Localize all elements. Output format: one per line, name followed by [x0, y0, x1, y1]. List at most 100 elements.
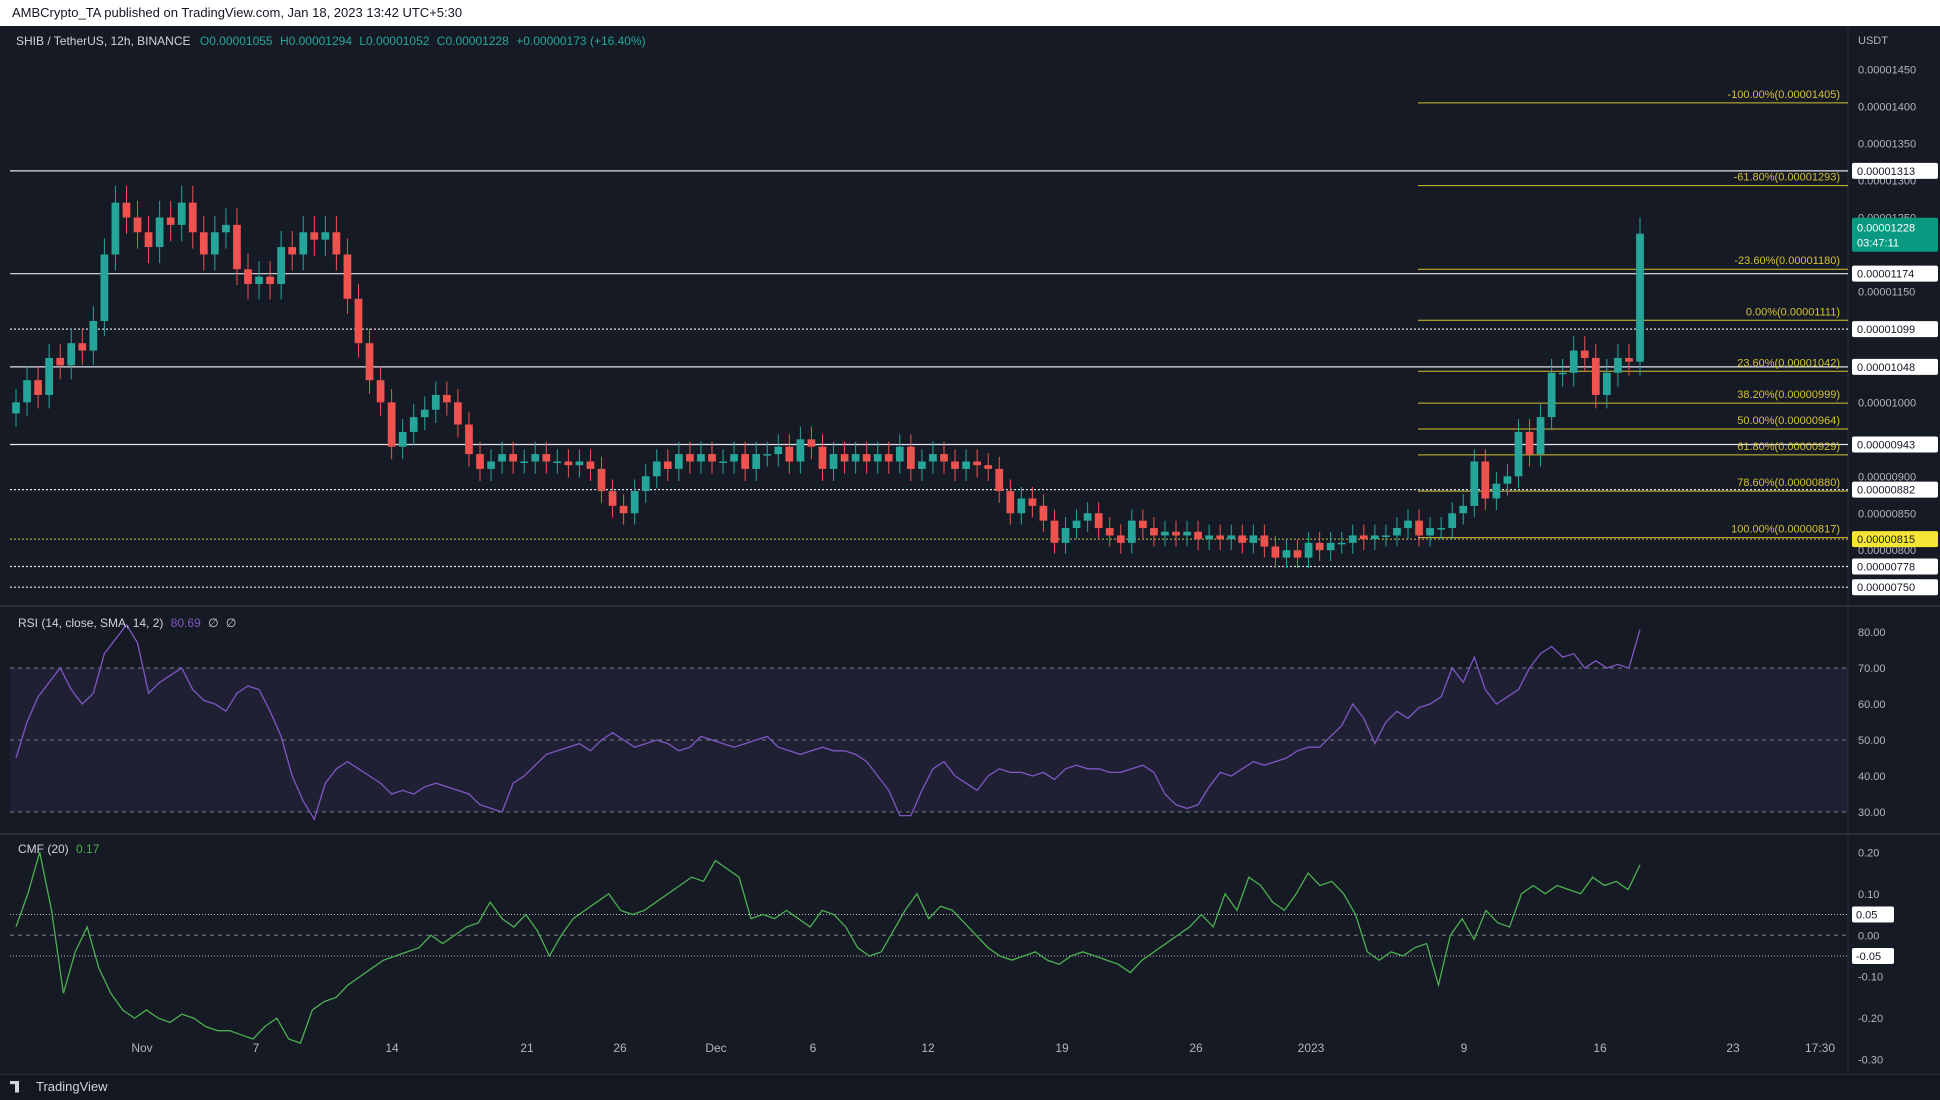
candle-body [951, 461, 959, 469]
level-tag [1852, 481, 1938, 498]
candle [608, 479, 617, 518]
candle-body [1205, 535, 1214, 540]
candle [818, 434, 827, 482]
x-tick-label: 21 [520, 1041, 534, 1055]
candle [155, 200, 164, 264]
candle-body [1326, 542, 1335, 551]
price-axis: USDT 0.00001450 0.00001400 0.00001350 0.0000… [1852, 35, 1938, 1067]
candle [652, 449, 661, 489]
candle-body [752, 454, 761, 469]
candle [796, 426, 805, 474]
candle [1028, 486, 1037, 518]
chart-canvas[interactable]: -100.00%(0.00001405) -61.80%(0.00001293) -… [0, 26, 1940, 1074]
candle-body [1459, 505, 1468, 514]
candle-body [409, 417, 418, 432]
candle [1006, 479, 1015, 525]
chart-panel[interactable]: -100.00%(0.00001405) -61.80%(0.00001293) -… [0, 26, 1940, 1074]
candle-body [166, 217, 175, 225]
rsi-tick-label: 80.00 [1858, 627, 1886, 639]
candle [409, 404, 418, 445]
candle [266, 261, 274, 300]
x-tick-label: 16 [1593, 1041, 1607, 1055]
tradingview-logo[interactable]: TradingView [10, 1079, 108, 1094]
candle [1569, 336, 1578, 387]
candle-body [1061, 528, 1070, 543]
candle-body [531, 454, 540, 462]
candle-body [1282, 550, 1291, 558]
level-tag [1852, 436, 1938, 453]
candle-body [708, 454, 716, 462]
y-tick-label: 0.00001150 [1858, 286, 1915, 298]
candle [1348, 524, 1357, 554]
candle-body [1591, 357, 1600, 395]
candle [1183, 520, 1191, 547]
rsi-extra1: ∅ [208, 616, 219, 630]
x-tick-label: 12 [921, 1041, 935, 1055]
candle-body [23, 380, 31, 403]
level-tag-label: 0.00000750 [1857, 582, 1915, 594]
candle [873, 441, 882, 474]
candle [387, 389, 396, 460]
candle [177, 185, 186, 242]
candle [1547, 358, 1556, 431]
cmf-name[interactable]: CMF (20) [18, 842, 69, 856]
candle-body [862, 454, 871, 462]
candle [431, 381, 440, 423]
candle [465, 411, 473, 467]
candle [973, 449, 982, 478]
candle [1326, 532, 1335, 561]
rsi-value: 80.69 [170, 616, 201, 630]
candle-body [1437, 528, 1446, 530]
candle-body [929, 454, 937, 462]
candle-body [663, 461, 672, 469]
candle [1370, 524, 1379, 550]
symbol-label[interactable]: SHIB / TetherUS, 12h, BINANCE [16, 34, 191, 48]
level-tag-label: 0.00000815 [1857, 534, 1915, 546]
cmf-tick-label: -0.30 [1858, 1055, 1883, 1067]
candle-body [1514, 431, 1523, 477]
time-axis: Nov 7 14 21 26 Dec 6 12 19 26 2023 9 16 23 17:30 [131, 1041, 1835, 1055]
candle [1194, 520, 1202, 550]
candle [354, 283, 363, 358]
level-tag [1852, 579, 1938, 596]
candle [1492, 471, 1501, 511]
candle [1514, 419, 1523, 489]
fib-label: 50.00%(0.00000964) [1737, 415, 1840, 427]
x-tick-label: 26 [1189, 1041, 1203, 1055]
candle-body [487, 461, 495, 469]
candle [918, 449, 926, 482]
cmf-pane [10, 852, 1848, 1044]
candle [100, 238, 109, 336]
candle [586, 449, 595, 482]
candle-body [785, 446, 794, 462]
candle [365, 328, 374, 394]
candle-body [1415, 520, 1423, 536]
candle-body [1050, 520, 1059, 543]
candle-body [233, 224, 241, 270]
candle [1470, 449, 1479, 518]
candle [67, 328, 76, 380]
candle-body [1183, 531, 1191, 536]
candle [1426, 517, 1434, 547]
cmf-band-tag-label: -0.05 [1856, 951, 1881, 963]
candle [1116, 524, 1125, 554]
candle [752, 441, 761, 482]
candle-body [1580, 350, 1589, 358]
candle-body [818, 446, 827, 469]
candle [1580, 336, 1589, 373]
candle-body [652, 461, 661, 477]
candle-body [741, 454, 750, 469]
candle-body [365, 343, 374, 381]
candle-body [1260, 535, 1269, 547]
candle-body [1614, 357, 1622, 373]
candle-body [111, 202, 120, 255]
candle [1050, 509, 1059, 554]
candle-body [1227, 535, 1236, 540]
rsi-name[interactable]: RSI (14, close, SMA, 14, 2) [18, 616, 164, 630]
candle-body [1072, 520, 1081, 529]
candle-body [763, 454, 772, 456]
candle [166, 200, 175, 242]
level-tag-label: 0.00000882 [1857, 485, 1915, 497]
candle [630, 479, 639, 525]
cmf-tick-label: -0.20 [1858, 1013, 1883, 1025]
